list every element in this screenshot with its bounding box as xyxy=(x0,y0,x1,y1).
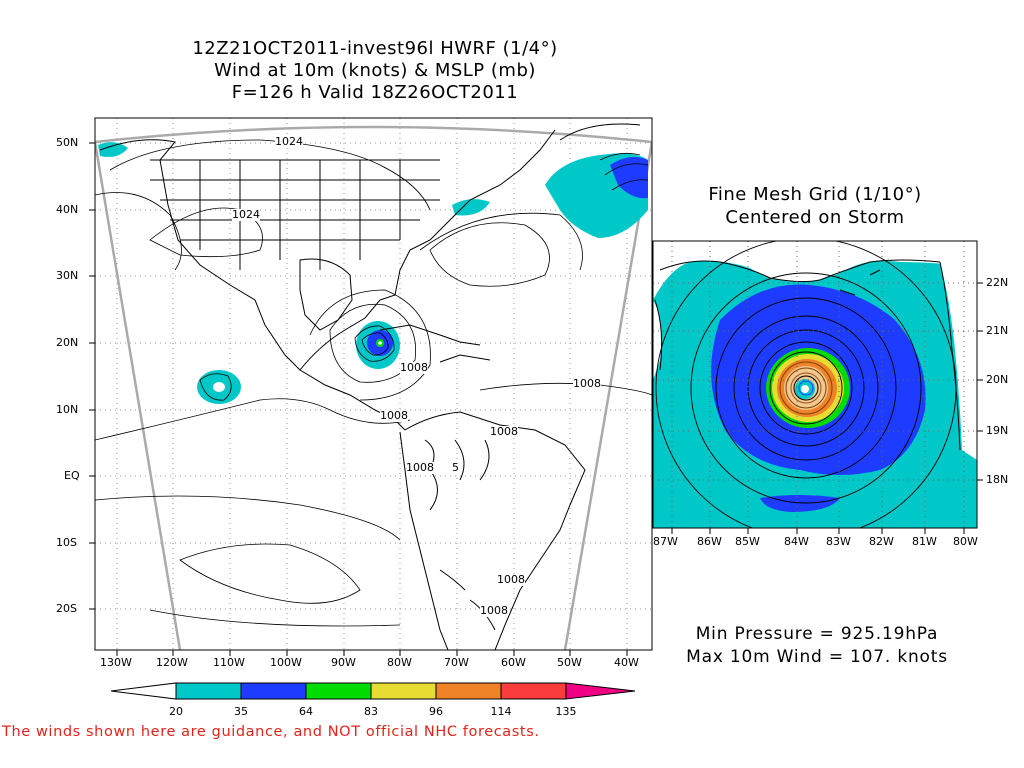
map-title-line-1: 12Z21OCT2011-invest96l HWRF (1/4°) xyxy=(192,38,558,59)
isobar-label: 5 xyxy=(452,461,459,474)
fine-mesh-lat-label: 21N xyxy=(986,324,1009,337)
main-lon-label: 130W xyxy=(100,656,132,669)
main-lon-label: 100W xyxy=(270,656,302,669)
colorbar-label: 20 xyxy=(169,705,183,718)
main-lon-label: 50W xyxy=(557,656,582,669)
main-lon-label: 110W xyxy=(213,656,245,669)
main-lon-label: 40W xyxy=(614,656,639,669)
main-lat-label: EQ xyxy=(64,469,80,482)
colorbar-label: 114 xyxy=(490,705,512,718)
max-wind-readout: Max 10m Wind = 107. knots xyxy=(686,647,948,667)
main-lon-label: 60W xyxy=(501,656,526,669)
fine-mesh-lon-label: 86W xyxy=(697,535,722,548)
fine-mesh-lat-label: 18N xyxy=(986,473,1009,486)
main-lat-label: 20N xyxy=(56,336,79,349)
isobar-label: 1008 xyxy=(406,461,434,474)
fine-mesh-lat-label: 22N xyxy=(986,276,1009,289)
main-lon-label: 90W xyxy=(331,656,356,669)
fine-mesh-lon-label: 83W xyxy=(826,535,851,548)
main-lon-label: 120W xyxy=(156,656,188,669)
colorbar-max-arrow xyxy=(565,682,636,700)
fine-mesh-lon-label: 80W xyxy=(953,535,978,548)
isobar-label: 1008 xyxy=(380,409,408,422)
min-pressure-readout: Min Pressure = 925.19hPa xyxy=(695,624,939,644)
fine-mesh-lon-label: 82W xyxy=(869,535,894,548)
colorbar-label: 35 xyxy=(234,705,248,718)
isobar-label: 1024 xyxy=(275,135,303,148)
colorbar-segment xyxy=(370,682,437,700)
isobar-label: 1008 xyxy=(497,573,525,586)
fine-mesh-lon-label: 81W xyxy=(912,535,937,548)
fine-mesh-frame xyxy=(652,240,978,529)
colorbar-label: 64 xyxy=(299,705,313,718)
disclaimer-text: The winds shown here are guidance, and N… xyxy=(2,724,540,740)
main-map-frame xyxy=(94,117,653,651)
fine-mesh-lon-label: 84W xyxy=(784,535,809,548)
model-domain-boundary xyxy=(95,125,652,650)
colorbar-segment xyxy=(435,682,502,700)
colorbar-segment xyxy=(305,682,372,700)
fine-mesh-lat-label: 20N xyxy=(986,373,1009,386)
colorbar-segment xyxy=(175,682,242,700)
coastlines xyxy=(99,123,641,650)
colorbar-segment xyxy=(240,682,307,700)
colorbar-label: 96 xyxy=(429,705,443,718)
fine-mesh-title-line-1: Fine Mesh Grid (1/10°) xyxy=(708,184,922,205)
isobar-label: 1008 xyxy=(573,377,601,390)
main-lon-label: 70W xyxy=(444,656,469,669)
fine-mesh-title-line-2: Centered on Storm xyxy=(725,207,905,228)
isobar-label: 1008 xyxy=(400,361,428,374)
isobar-label: 1008 xyxy=(480,604,508,617)
colorbar-label: 135 xyxy=(555,705,577,718)
main-lat-label: 40N xyxy=(56,203,79,216)
main-lat-label: 10N xyxy=(56,403,79,416)
main-lat-label: 20S xyxy=(56,602,77,615)
isobar-label: 1008 xyxy=(490,425,518,438)
main-lat-label: 50N xyxy=(56,136,79,149)
isobars xyxy=(95,139,652,627)
fine-mesh-lon-label: 85W xyxy=(735,535,760,548)
isobar-label: 1024 xyxy=(232,208,260,221)
colorbar-label: 83 xyxy=(364,705,378,718)
colorbar-min-arrow xyxy=(110,682,177,700)
fine-mesh-lat-label: 19N xyxy=(986,424,1009,437)
main-lat-label: 30N xyxy=(56,269,79,282)
fine-mesh-lon-label: 87W xyxy=(653,535,678,548)
main-lon-label: 80W xyxy=(387,656,412,669)
map-title-line-2: Wind at 10m (knots) & MSLP (mb) xyxy=(214,60,536,81)
map-title-line-3: F=126 h Valid 18Z26OCT2011 xyxy=(231,82,519,103)
main-lat-label: 10S xyxy=(56,536,77,549)
colorbar-segment xyxy=(500,682,567,700)
